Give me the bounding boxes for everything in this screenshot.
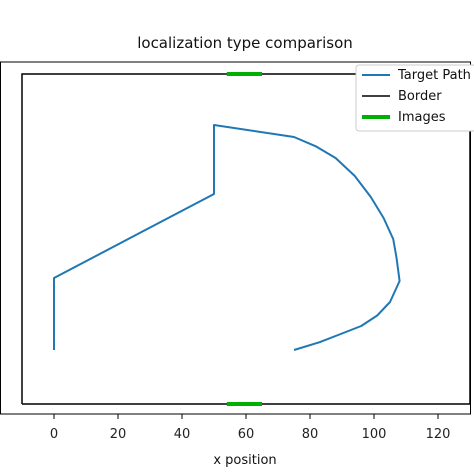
x-axis-ticks: 0 20 40 60 80 100 120: [50, 414, 451, 442]
legend-label-border: Border: [398, 89, 442, 104]
legend-label-images: Images: [398, 110, 446, 125]
x-axis-label: x position: [213, 453, 276, 468]
x-tick-label: 120: [426, 427, 451, 442]
x-tick-label: 40: [174, 427, 191, 442]
x-tick-label: 60: [238, 427, 255, 442]
x-tick-label: 0: [50, 427, 58, 442]
x-tick-label: 80: [302, 427, 319, 442]
legend-box: [355, 64, 474, 132]
legend: Target Path Border Images: [355, 64, 474, 132]
target-path-line: [53, 124, 401, 351]
x-tick-label: 100: [362, 427, 387, 442]
chart-title: localization type comparison: [137, 34, 353, 52]
x-tick-label: 20: [110, 427, 127, 442]
legend-label-target-path: Target Path: [397, 68, 471, 83]
